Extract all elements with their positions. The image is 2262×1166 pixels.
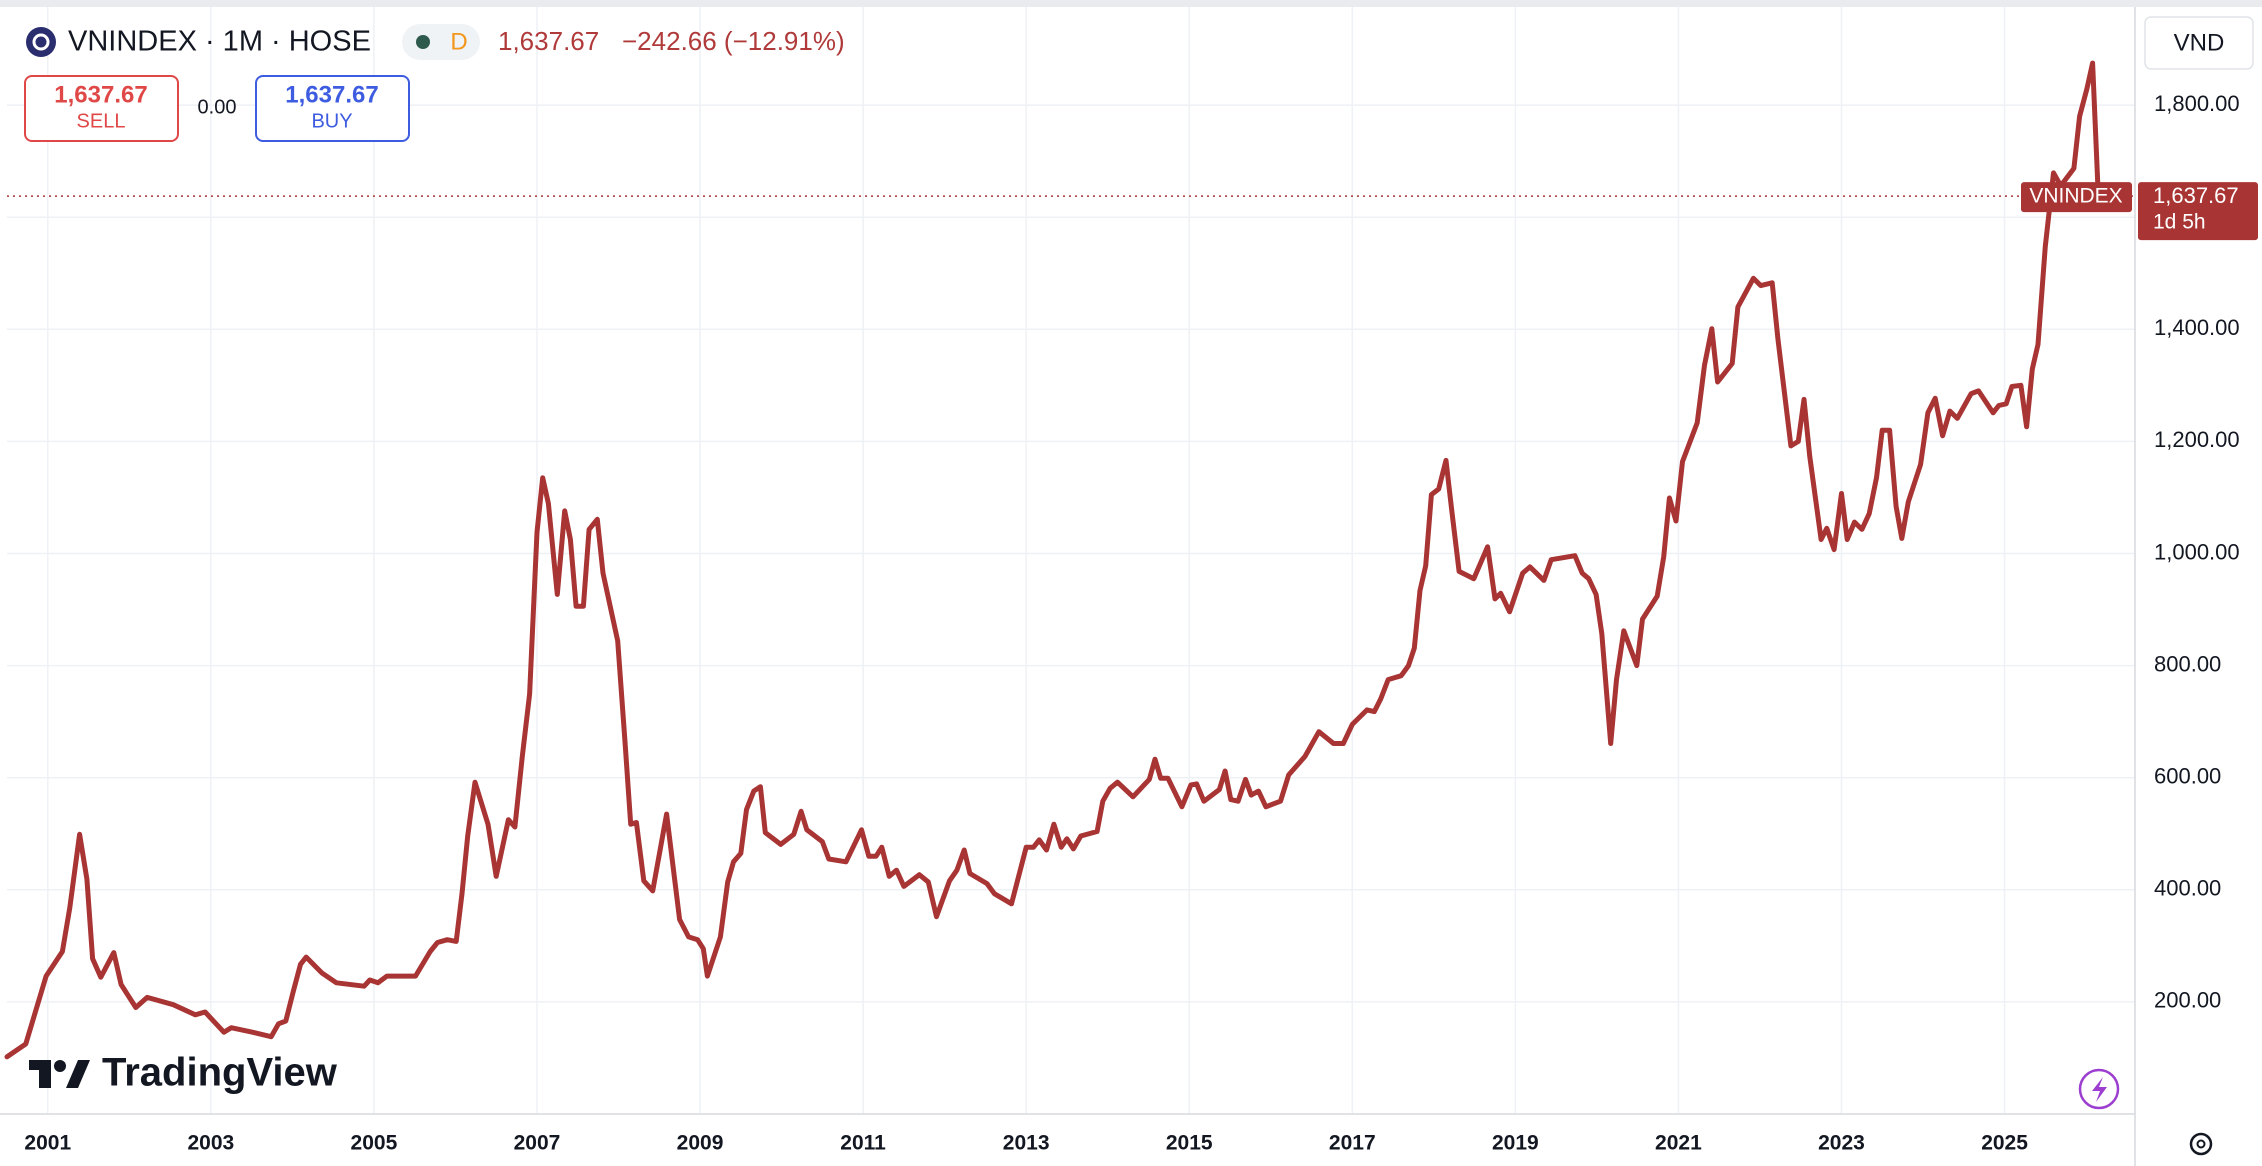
symbol-logo [26,27,56,57]
settings-button[interactable] [2189,1132,2213,1156]
x-tick-label: 2013 [1003,1132,1050,1155]
spread: 0.00 [198,96,237,118]
symbol-title: VNINDEX · 1M · HOSE [68,26,371,58]
y-tick-label: 1,800.00 [2154,91,2240,116]
x-tick-label: 2001 [24,1132,71,1155]
x-tick-label: 2009 [677,1132,724,1155]
price-line [4,60,2101,1060]
buy-button[interactable] [255,75,410,142]
plot [4,60,2101,1060]
price-change: −242.66 (−12.91%) [622,26,845,56]
buy-price: 1,637.67 [285,81,378,108]
y-tick-label: 200.00 [2154,988,2221,1013]
y-tick-label: 1,200.00 [2154,427,2240,452]
currency: VND [2174,29,2225,56]
lightning-icon [2092,1077,2107,1102]
y-tick-label: 1,000.00 [2154,539,2240,564]
x-tick-label: 2021 [1655,1132,1702,1155]
x-tick-label: 2003 [187,1132,234,1155]
price-tag-value: 1,637.67 [2153,183,2239,208]
price: 1,637.67 [498,26,599,56]
market-dot [416,35,430,49]
series-name: VNINDEX [2029,185,2122,208]
status-pill[interactable] [402,24,480,60]
sell-button[interactable] [24,75,179,142]
series-name-tag [2021,182,2132,213]
y-tick-label: 600.00 [2154,764,2221,789]
brand-name: TradingView [102,1051,338,1095]
y-tick-label: 800.00 [2154,651,2221,676]
top-border [0,0,2262,7]
x-tick-label: 2019 [1492,1132,1539,1155]
price-tag [2138,182,2258,241]
grid [7,7,2135,1114]
currency-button[interactable] [2144,16,2254,70]
x-tick-label: 2011 [840,1132,886,1155]
sell-label: SELL [77,110,126,132]
brand-logo [29,1060,90,1088]
y-tick-label: 1,400.00 [2154,315,2240,340]
x-tick-label: 2015 [1166,1132,1213,1155]
sell-price: 1,637.67 [54,81,147,108]
interval-badge: D [450,28,467,55]
x-tick-label: 2017 [1329,1132,1376,1155]
x-tick-label: 2005 [351,1132,398,1155]
x-tick-label: 2007 [514,1132,561,1155]
x-tick-label: 2023 [1818,1132,1865,1155]
x-tick-label: 2025 [1981,1132,2028,1155]
price-tag-countdown: 1d 5h [2153,211,2206,234]
symbol-logo-ring [32,33,50,51]
y-tick-label: 400.00 [2154,876,2221,901]
settings-icon [2196,1139,2206,1149]
buy-label: BUY [311,110,352,132]
